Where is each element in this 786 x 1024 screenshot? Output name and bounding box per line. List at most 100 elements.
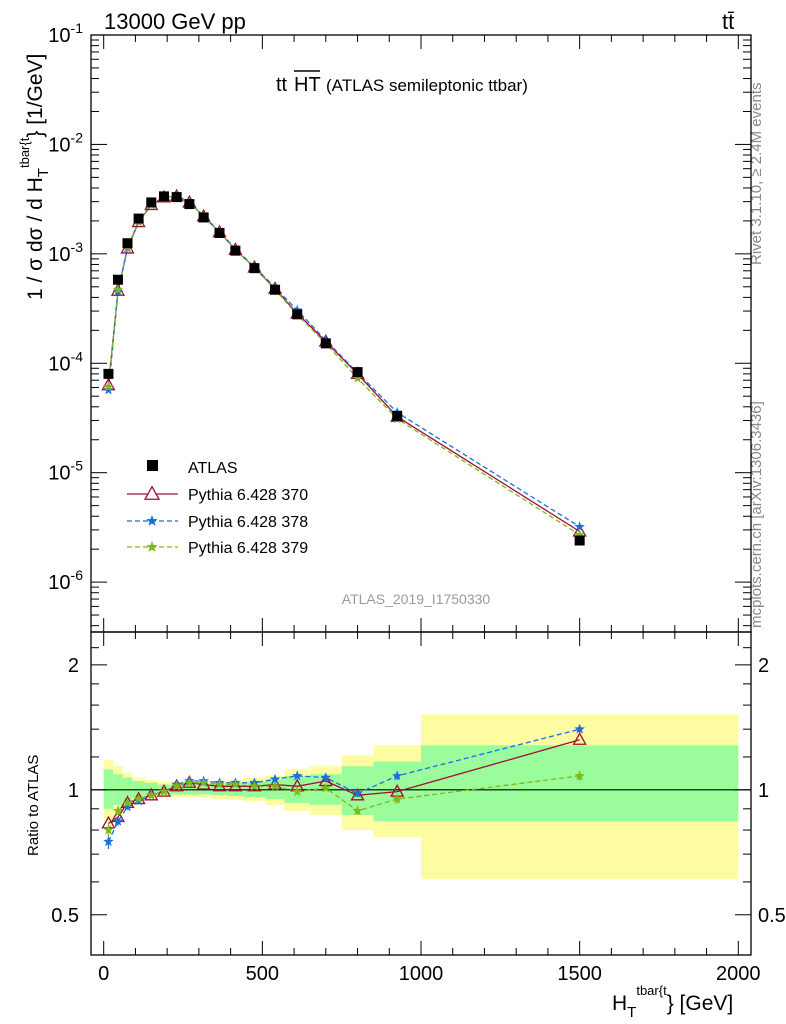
ratio-series-379-point [133, 793, 144, 804]
y-axis-label: 1 / σ dσ / d HTtbar{t} [1/GeV] [17, 54, 52, 300]
process-label: tt̄ [722, 9, 734, 34]
ratio-series-379-point [158, 786, 170, 797]
x-tick-label: 0 [98, 963, 109, 985]
atlas-data-point [112, 274, 123, 285]
y-tick-exponent: -4 [71, 348, 84, 364]
ratio-series-379-point [171, 780, 182, 791]
y-tick-base: 10 [48, 25, 70, 47]
ratio-axis-label: Ratio to ATLAS [25, 755, 42, 856]
series-370-line [107, 195, 581, 533]
axis-ticks: 0 500 1000 1500 200010-610-510-410-310-210-1… [48, 20, 786, 985]
ratio-series-379-point [103, 824, 114, 835]
y-tick-exponent: -3 [71, 239, 84, 255]
atlas-data-point [574, 535, 585, 546]
plot-title-over: HT [294, 74, 321, 96]
atlas-data-point [320, 338, 331, 349]
ratio-series-378-point [103, 836, 114, 847]
ratio-series-370-point [228, 778, 243, 792]
legend-label-370: Pythia 6.428 370 [188, 487, 308, 504]
series-379-point [103, 381, 114, 392]
series-370-point [110, 283, 126, 296]
legend-marker-378 [146, 515, 158, 526]
ratio-series-379-point [574, 770, 585, 781]
ratio-series-378-point [269, 773, 281, 784]
ratio-series-370-point [196, 776, 211, 790]
mcplots-label: mcplots.cern.ch [arXiv:1306.3436] [748, 401, 765, 628]
ratio-series-378-point [320, 772, 331, 783]
ratio-series-379-point [122, 797, 133, 808]
y-label-main: 1 / σ dσ / d H [24, 177, 47, 300]
ratio-series-379-point [392, 793, 403, 804]
y-tick-base: 10 [48, 572, 70, 594]
legend-marker-379 [146, 541, 158, 552]
ratio-series-379-point [249, 780, 260, 791]
legend-marker-atlas [147, 460, 158, 471]
x-label-main: H [612, 992, 627, 1015]
y-tick-base: 10 [48, 244, 70, 266]
y-tick-exponent: -5 [71, 458, 84, 474]
main-series [101, 188, 587, 546]
analysis-id: ATLAS_2019_I1750330 [342, 591, 491, 607]
ratio-series-379-point [112, 805, 124, 816]
band-inner-bin [103, 769, 114, 809]
band-inner-bin [421, 745, 739, 822]
legend-label-378: Pythia 6.428 378 [188, 514, 308, 531]
ratio-series-378-point [574, 723, 585, 734]
ratio-series-379-point [184, 777, 195, 788]
y-tick-label: 10-3 [48, 239, 83, 266]
ratio-tick-label-left: 2 [68, 655, 79, 677]
x-tick-label: 2000 [716, 963, 761, 985]
series-378-line [107, 195, 581, 528]
x-tick-label: 1500 [557, 963, 602, 985]
ratio-series-379-point [214, 779, 225, 789]
ratio-tick-label-right: 2 [758, 655, 769, 677]
ratio-tick-label-right: 1 [758, 780, 769, 802]
legend-marker-370 [143, 485, 161, 500]
x-label-sub: T [627, 1004, 636, 1021]
atlas-data-point [230, 245, 241, 256]
atlas-data-point [249, 263, 260, 274]
atlas-data-point [171, 192, 182, 203]
y-tick-label: 10-1 [48, 20, 83, 47]
plot-title: tt HT (ATLAS semileptonic ttbar) [276, 70, 528, 96]
band-inner-bin [132, 781, 145, 798]
ratio-tick-label-left: 1 [68, 780, 79, 802]
y-label-unit: } [1/GeV] [24, 54, 47, 138]
svg-text:HTtbar{t} [GeV]: HTtbar{t} [GeV] [612, 983, 733, 1021]
series-378-point [574, 521, 585, 532]
y-tick-label: 10-4 [48, 348, 83, 375]
atlas-data-point [198, 212, 209, 223]
ratio-series-379-point [230, 779, 241, 789]
ratio-series [101, 723, 587, 850]
y-tick-exponent: -6 [71, 567, 84, 583]
ratio-series-370-point [350, 787, 365, 801]
ratio-series-370-point [572, 732, 587, 745]
atlas-data-point [122, 238, 133, 249]
y-tick-base: 10 [48, 353, 70, 375]
legend-label-379: Pythia 6.428 379 [188, 540, 308, 557]
y-tick-label: 10-6 [48, 567, 83, 594]
y-tick-exponent: -2 [71, 129, 84, 145]
atlas-data-point [270, 284, 281, 295]
atlas-data-point [133, 213, 144, 224]
y-tick-base: 10 [48, 134, 70, 156]
y-tick-label: 10-5 [48, 458, 83, 485]
ratio-series-379-point [198, 777, 209, 788]
x-tick-label: 1000 [399, 963, 444, 985]
rivet-label: Rivet 3.1.10, ≥ 2.4M events [748, 83, 765, 266]
plot-title-note: (ATLAS semileptonic ttbar) [326, 76, 528, 95]
ratio-series-379-point [320, 782, 331, 793]
atlas-data-point [158, 191, 169, 202]
atlas-data-point [184, 199, 195, 210]
y-label-sub: T [35, 168, 52, 177]
x-axis-label: HTtbar{t} [GeV] [612, 983, 733, 1021]
atlas-data-point [146, 197, 157, 208]
ratio-series-378-point [392, 770, 403, 781]
atlas-data-point [352, 367, 363, 378]
plot-title-main: tt [276, 74, 288, 96]
atlas-data-point [214, 228, 225, 239]
ratio-series-378-point [292, 770, 303, 781]
ratio-series-379-point [146, 789, 157, 800]
ratio-series-378-point [112, 815, 124, 826]
